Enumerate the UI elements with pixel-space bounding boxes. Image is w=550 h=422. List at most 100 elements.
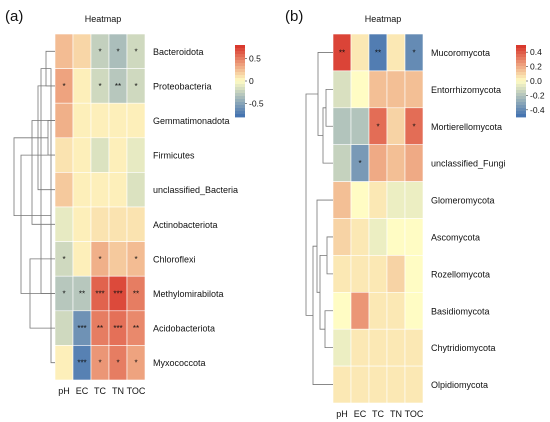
heatmap-cell	[404, 365, 424, 404]
row-dendrogram	[13, 50, 55, 364]
legend-gradient-step	[235, 60, 245, 64]
legend-gradient-step	[235, 84, 245, 88]
heatmap-cell	[350, 291, 370, 330]
heatmap-cell	[332, 181, 352, 219]
legend-tick-label: -0.4	[530, 105, 545, 115]
heatmap-cell	[350, 70, 370, 109]
heatmap-cell	[386, 70, 406, 109]
significance-mark: *	[98, 47, 101, 56]
row-label: Glomeromycota	[431, 196, 495, 206]
row-label: Firmicutes	[153, 151, 195, 161]
heatmap-cell	[404, 328, 424, 367]
heatmap-cell	[332, 255, 352, 293]
significance-mark: *	[98, 359, 101, 368]
heatmap-cell	[332, 291, 352, 330]
heatmap-cell	[386, 181, 406, 219]
significance-mark: **	[375, 48, 381, 57]
column-label: TC	[94, 386, 106, 396]
heatmap-cell	[368, 255, 388, 293]
heatmap-cell	[368, 328, 388, 367]
row-label: unclassified_Bacteria	[153, 185, 238, 195]
legend-gradient-step	[516, 105, 526, 109]
heatmap-cell	[404, 291, 424, 330]
legend-gradient-step	[235, 48, 245, 52]
legend-gradient-step	[235, 87, 245, 91]
dendrogram-branch	[319, 255, 327, 330]
significance-mark: *	[412, 48, 415, 57]
row-label: Gemmatimonadota	[153, 116, 230, 126]
heatmap-cell	[108, 102, 128, 139]
legend-gradient-step	[516, 99, 526, 103]
row-label: Bacteroidota	[153, 47, 204, 57]
heatmap-cell	[72, 137, 92, 173]
heatmap-cell	[108, 137, 128, 173]
legend-gradient-step	[516, 63, 526, 67]
heatmap-cell	[368, 181, 388, 219]
heatmap-cell	[126, 206, 146, 242]
heatmap-cell	[332, 144, 352, 182]
significance-mark: *	[412, 122, 415, 131]
row-label: Chloroflexi	[153, 254, 196, 264]
legend-gradient-step	[516, 57, 526, 61]
heatmap-cell	[54, 310, 74, 346]
significance-mark: *	[98, 82, 101, 91]
legend-gradient-step	[235, 69, 245, 73]
column-label: pH	[336, 409, 348, 419]
heatmap-cell	[72, 206, 92, 242]
heatmap-cell	[72, 241, 92, 277]
legend-tick-label: 0	[249, 76, 254, 86]
heatmap-cell	[332, 70, 352, 109]
column-label: TC	[372, 409, 384, 419]
heatmap-cell	[126, 137, 146, 173]
heatmap-cell	[90, 172, 110, 208]
column-label: EC	[354, 409, 367, 419]
significance-mark: ***	[95, 290, 104, 299]
legend-gradient-step	[235, 66, 245, 70]
significance-mark: **	[133, 324, 139, 333]
significance-mark: *	[62, 290, 65, 299]
legend-gradient-step	[235, 102, 245, 106]
heatmap-cell	[108, 172, 128, 208]
legend-gradient-step	[516, 69, 526, 73]
row-label: unclassified_Fungi	[431, 159, 506, 169]
heatmap-cell	[350, 255, 370, 293]
heatmap-cell	[386, 328, 406, 367]
legend-gradient-step	[516, 54, 526, 58]
panel-b-label: (b)	[285, 8, 303, 25]
legend-gradient-step	[235, 81, 245, 85]
heatmap-cell	[368, 291, 388, 330]
heatmap-cell	[54, 172, 74, 208]
significance-mark: *	[62, 82, 65, 91]
legend-gradient-step	[516, 51, 526, 55]
legend-gradient-step	[516, 81, 526, 85]
legend-gradient-step	[235, 72, 245, 76]
legend-gradient-step	[235, 90, 245, 94]
heatmap-cell	[126, 102, 146, 139]
heatmap-cell	[72, 172, 92, 208]
heatmap-cell	[350, 218, 370, 256]
legend-tick-label: -0.2	[530, 90, 545, 100]
legend-gradient-step	[516, 60, 526, 64]
legend-gradient-step	[516, 114, 526, 118]
heatmap-cell	[386, 33, 406, 72]
column-label: TOC	[127, 386, 146, 396]
significance-mark: **	[133, 290, 139, 299]
dendrogram-branch	[20, 154, 55, 294]
dendrogram-branch	[317, 52, 333, 136]
heatmap-cell	[332, 328, 352, 367]
heatmap-cell	[386, 144, 406, 182]
heatmap-cell	[90, 206, 110, 242]
panel-b: (b) Heatmap ** ** ** **MucoromycotaEntorrhi…	[285, 8, 545, 419]
legend-gradient-step	[235, 111, 245, 115]
significance-mark: *	[62, 255, 65, 264]
heatmap-cell	[368, 70, 388, 109]
significance-mark: ***	[77, 359, 86, 368]
legend-gradient-step	[235, 108, 245, 112]
significance-mark: **	[79, 290, 85, 299]
legend-gradient-step	[516, 72, 526, 76]
legend-gradient-step	[235, 78, 245, 82]
column-label: TN	[390, 409, 402, 419]
heatmap-cell	[72, 68, 92, 104]
heatmap-cells: ** ** ** **	[332, 33, 424, 404]
color-legend: 0.4 0.2 0.0 -0.2 -0.4	[516, 45, 545, 118]
